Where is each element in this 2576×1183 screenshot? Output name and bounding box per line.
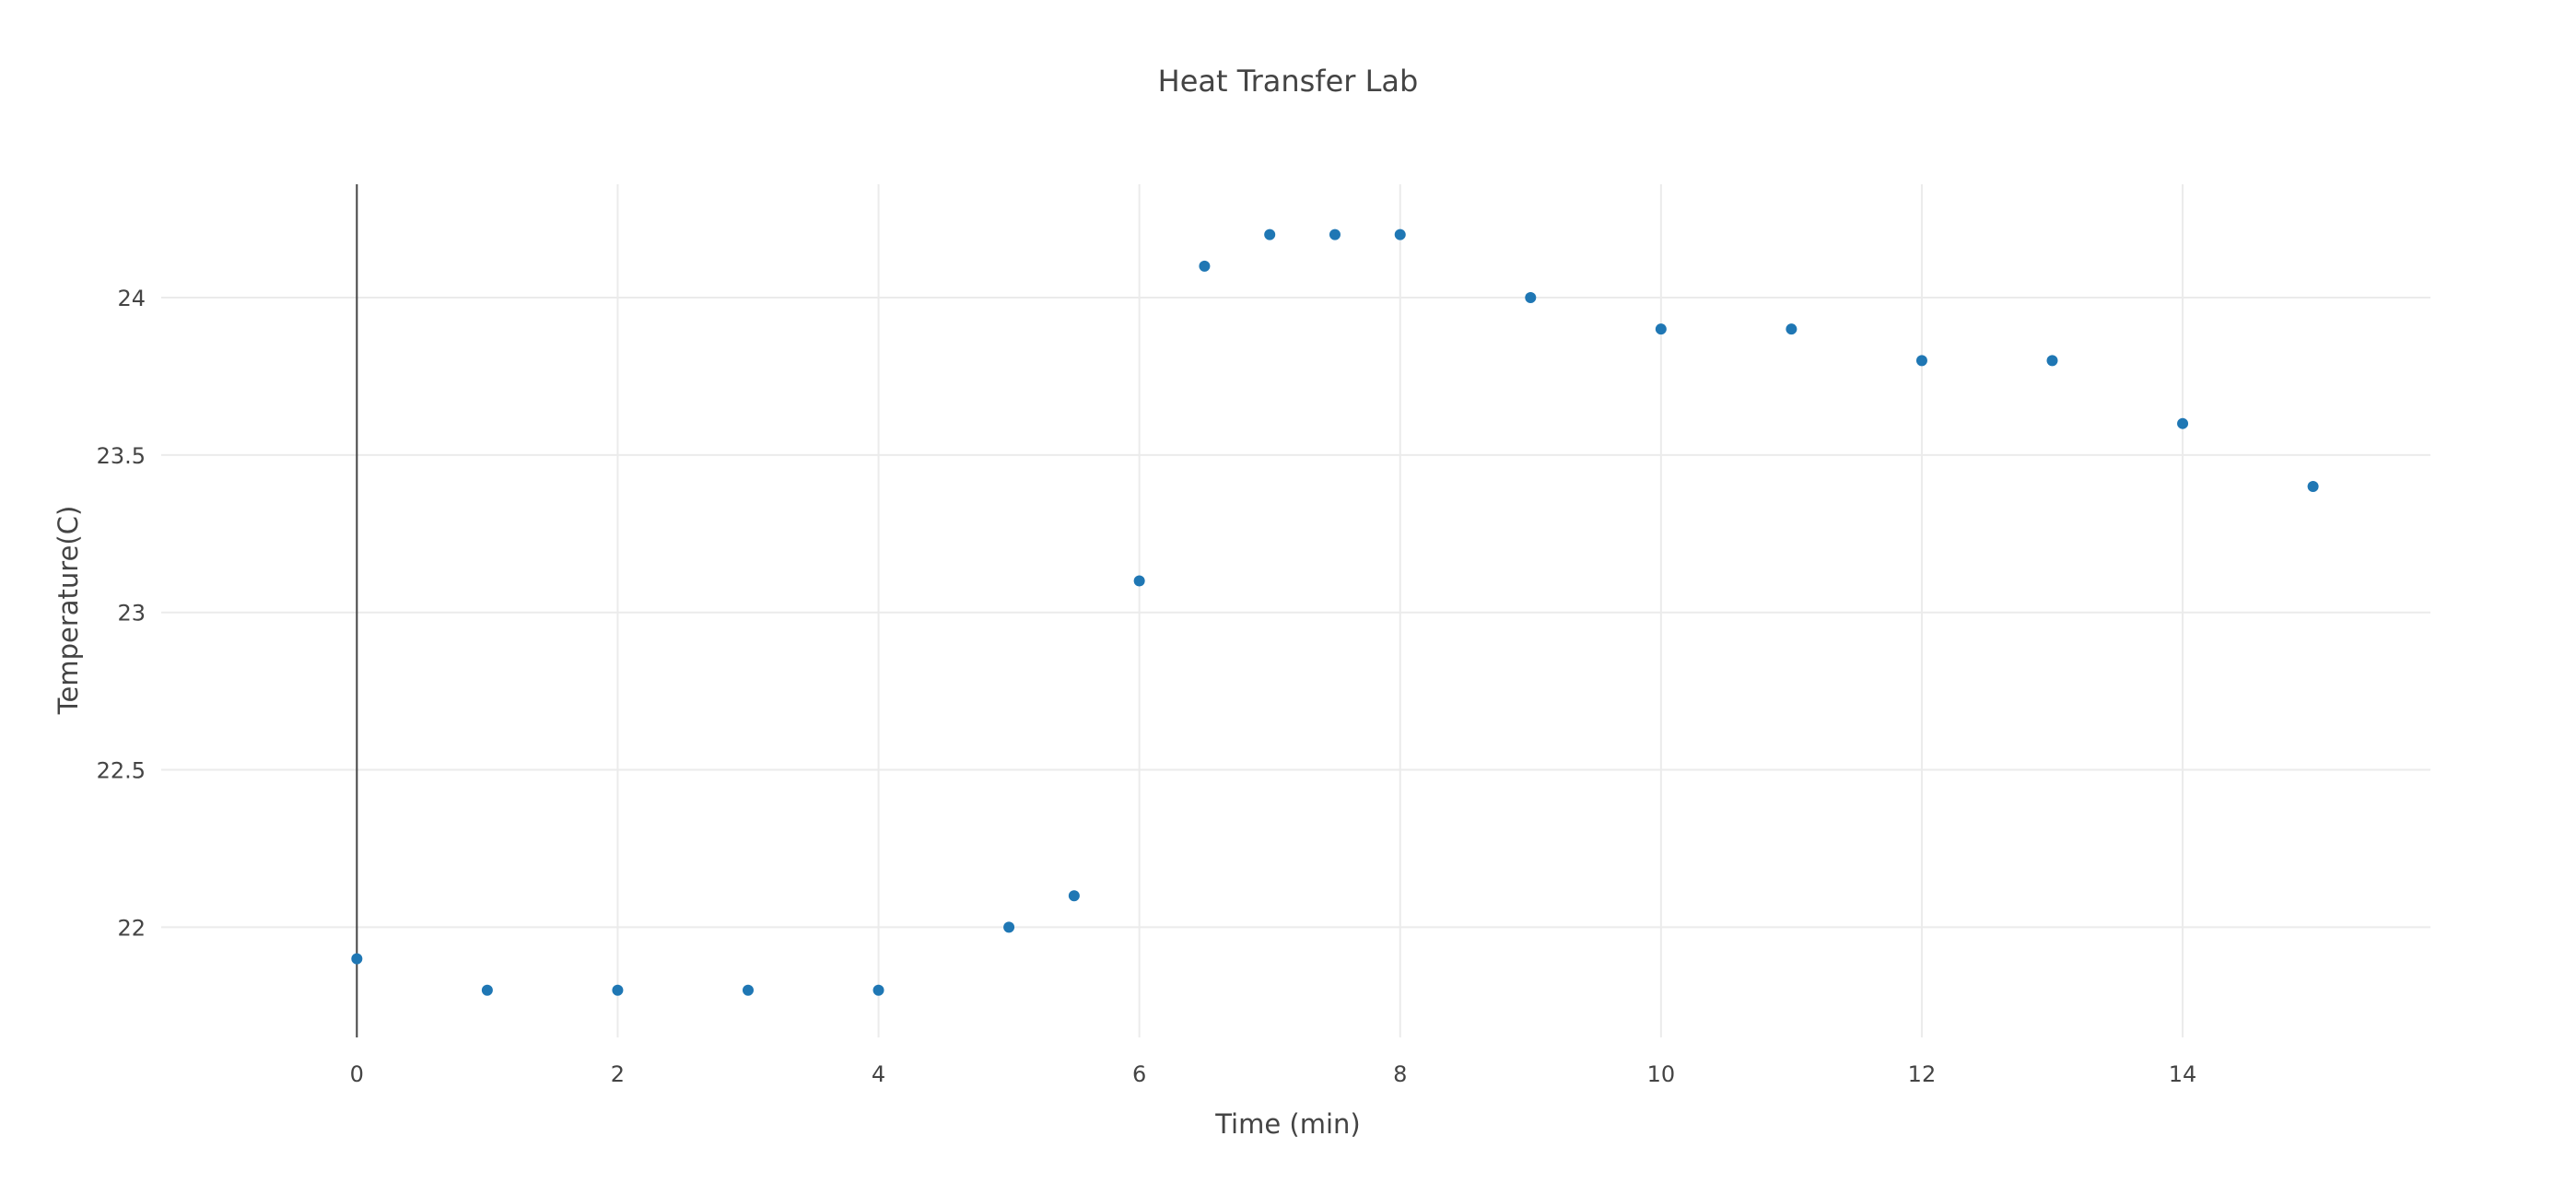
- x-tick-label: 4: [872, 1061, 885, 1087]
- x-tick-label: 0: [350, 1061, 364, 1087]
- chart-title: Heat Transfer Lab: [1158, 64, 1419, 99]
- data-point[interactable]: [1199, 260, 1211, 272]
- grid-lines: [161, 184, 2430, 1037]
- data-point[interactable]: [1003, 921, 1015, 933]
- y-tick-label: 22.5: [97, 758, 146, 784]
- data-points: [351, 228, 2319, 996]
- data-point[interactable]: [1329, 228, 1341, 240]
- data-point[interactable]: [1133, 575, 1145, 587]
- data-point[interactable]: [351, 953, 363, 965]
- data-point[interactable]: [1394, 228, 1406, 240]
- x-tick-label: 2: [611, 1061, 625, 1087]
- y-tick-label: 22: [117, 915, 146, 941]
- data-point[interactable]: [742, 984, 754, 996]
- x-axis-label: Time (min): [1214, 1108, 1361, 1140]
- x-tick-label: 14: [2169, 1061, 2197, 1087]
- data-point[interactable]: [872, 984, 884, 996]
- data-point[interactable]: [2307, 481, 2319, 493]
- y-tick-label: 23: [117, 601, 146, 627]
- y-tick-label: 23.5: [97, 443, 146, 469]
- x-tick-label: 8: [1393, 1061, 1407, 1087]
- data-point[interactable]: [612, 984, 624, 996]
- data-point[interactable]: [1786, 323, 1797, 335]
- data-point[interactable]: [2046, 355, 2058, 367]
- data-point[interactable]: [1915, 355, 1927, 367]
- data-point[interactable]: [481, 984, 493, 996]
- y-tick-label: 24: [117, 286, 146, 311]
- x-tick-label: 10: [1647, 1061, 1676, 1087]
- data-point[interactable]: [1264, 228, 1276, 240]
- x-tick-label: 12: [1908, 1061, 1937, 1087]
- data-point[interactable]: [1655, 323, 1667, 335]
- y-axis-label: Temperature(C): [53, 506, 84, 716]
- data-point[interactable]: [2177, 417, 2189, 429]
- x-tick-label: 6: [1132, 1061, 1146, 1087]
- data-point[interactable]: [1068, 890, 1080, 902]
- data-point[interactable]: [1525, 292, 1537, 304]
